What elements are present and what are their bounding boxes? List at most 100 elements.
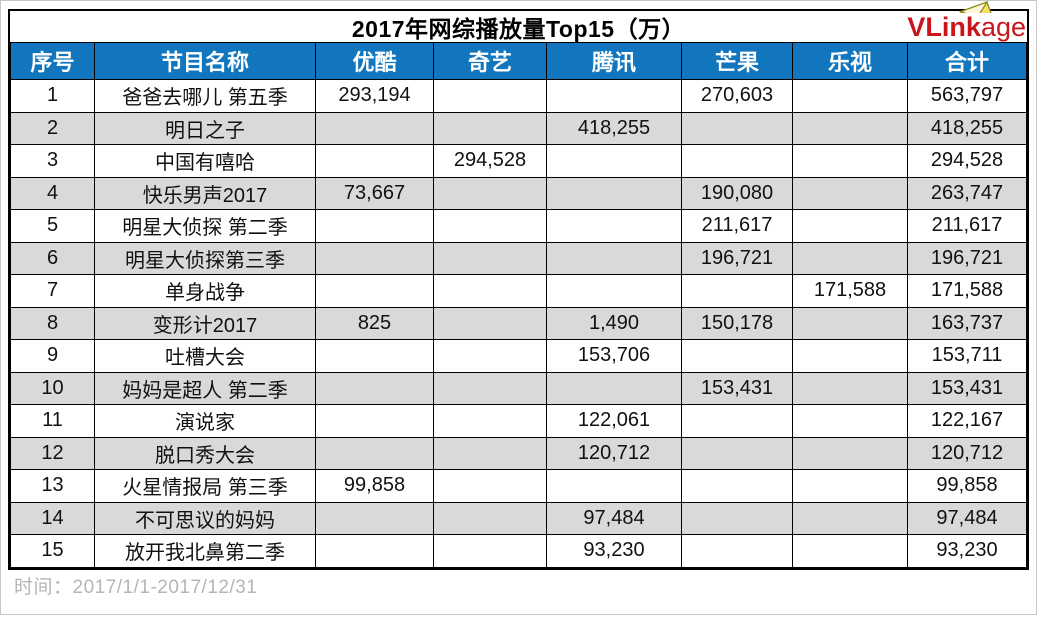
cell-youku: [315, 404, 434, 438]
cell-letv: [792, 111, 908, 145]
cell-youku: [315, 339, 434, 373]
cell-youku: [315, 241, 434, 275]
cell-total: 263,747: [907, 176, 1027, 210]
cell-tencent: [546, 371, 682, 405]
cell-tencent: 153,706: [546, 339, 682, 373]
cell-iqiyi: [433, 306, 547, 340]
cell-total: 153,711: [907, 339, 1027, 373]
cell-mango: [681, 404, 793, 438]
table-row: 9 吐槽大会 153,706 153,711: [10, 339, 1027, 373]
cell-letv: [792, 404, 908, 438]
cell-total: 418,255: [907, 111, 1027, 145]
cell-iqiyi: [433, 404, 547, 438]
table-row: 13 火星情报局 第三季 99,858 99,858: [10, 469, 1027, 503]
logo-wordmark: VLinkage: [905, 13, 1026, 41]
cell-letv: [792, 501, 908, 535]
cell-tencent: 122,061: [546, 404, 682, 438]
cell-tencent: [546, 79, 682, 113]
cell-rank: 1: [10, 79, 95, 113]
cell-show-name: 变形计2017: [94, 306, 316, 340]
table-row: 10 妈妈是超人 第二季 153,431 153,431: [10, 371, 1027, 405]
cell-letv: [792, 241, 908, 275]
col-header-tencent: 腾讯: [546, 42, 682, 80]
cell-youku: [315, 501, 434, 535]
cell-show-name: 明星大侦探第三季: [94, 241, 316, 275]
cell-show-name: 明星大侦探 第二季: [94, 209, 316, 243]
table-row: 15 放开我北鼻第二季 93,230 93,230: [10, 534, 1027, 568]
col-header-letv: 乐视: [792, 42, 908, 80]
cell-youku: [315, 371, 434, 405]
cell-mango: [681, 469, 793, 503]
cell-letv: [792, 209, 908, 243]
table-row: 6 明星大侦探第三季 196,721 196,721: [10, 241, 1027, 275]
cell-mango: [681, 501, 793, 535]
cell-tencent: [546, 144, 682, 178]
cell-mango: [681, 436, 793, 470]
cell-tencent: 120,712: [546, 436, 682, 470]
cell-rank: 4: [10, 176, 95, 210]
cell-letv: [792, 144, 908, 178]
title-row: 2017年网综播放量Top15（万）: [10, 11, 1027, 42]
cell-show-name: 演说家: [94, 404, 316, 438]
cell-youku: 825: [315, 306, 434, 340]
cell-iqiyi: [433, 534, 547, 568]
cell-letv: [792, 469, 908, 503]
cell-rank: 9: [10, 339, 95, 373]
cell-rank: 12: [10, 436, 95, 470]
cell-youku: [315, 436, 434, 470]
table-row: 3 中国有嘻哈 294,528 294,528: [10, 144, 1027, 178]
cell-letv: [792, 534, 908, 568]
cell-mango: 190,080: [681, 176, 793, 210]
cell-mango: 211,617: [681, 209, 793, 243]
cell-letv: 171,588: [792, 274, 908, 308]
cell-show-name: 明日之子: [94, 111, 316, 145]
table-row: 7 单身战争 171,588 171,588: [10, 274, 1027, 308]
cell-show-name: 吐槽大会: [94, 339, 316, 373]
table-row: 11 演说家 122,061 122,167: [10, 404, 1027, 438]
cell-letv: [792, 371, 908, 405]
cell-rank: 11: [10, 404, 95, 438]
table-row: 5 明星大侦探 第二季 211,617 211,617: [10, 209, 1027, 243]
cell-total: 211,617: [907, 209, 1027, 243]
cell-tencent: 418,255: [546, 111, 682, 145]
cell-youku: 99,858: [315, 469, 434, 503]
cell-iqiyi: [433, 501, 547, 535]
cell-letv: [792, 79, 908, 113]
col-header-show-name: 节目名称: [94, 42, 316, 80]
cell-mango: [681, 339, 793, 373]
logo-text-light: age: [980, 12, 1026, 42]
cell-letv: [792, 176, 908, 210]
page-title: 2017年网综播放量Top15（万）: [351, 15, 686, 42]
cell-tencent: [546, 469, 682, 503]
cell-youku: [315, 274, 434, 308]
col-header-total: 合计: [907, 42, 1027, 80]
cell-iqiyi: [433, 371, 547, 405]
cell-total: 171,588: [907, 274, 1027, 308]
cell-tencent: [546, 241, 682, 275]
cell-rank: 10: [10, 371, 95, 405]
table-row: 14 不可思议的妈妈 97,484 97,484: [10, 501, 1027, 535]
cell-mango: 153,431: [681, 371, 793, 405]
cell-tencent: 93,230: [546, 534, 682, 568]
cell-total: 93,230: [907, 534, 1027, 568]
header-row: 序号 节目名称 优酷 奇艺 腾讯 芒果 乐视 合计: [10, 42, 1027, 80]
cell-youku: 73,667: [315, 176, 434, 210]
logo-text-bold: VLink: [907, 12, 981, 42]
cell-tencent: 1,490: [546, 306, 682, 340]
table-row: 2 明日之子 418,255 418,255: [10, 111, 1027, 145]
cell-iqiyi: [433, 274, 547, 308]
cell-iqiyi: [433, 436, 547, 470]
col-header-iqiyi: 奇艺: [433, 42, 547, 80]
cell-total: 97,484: [907, 501, 1027, 535]
cell-total: 163,737: [907, 306, 1027, 340]
cell-total: 563,797: [907, 79, 1027, 113]
cell-show-name: 火星情报局 第三季: [94, 469, 316, 503]
col-header-youku: 优酷: [315, 42, 434, 80]
cell-total: 122,167: [907, 404, 1027, 438]
cell-rank: 6: [10, 241, 95, 275]
footer-row: 时间：2017/1/1-2017/12/31: [8, 570, 1029, 601]
cell-show-name: 单身战争: [94, 274, 316, 308]
cell-iqiyi: [433, 79, 547, 113]
cell-tencent: 97,484: [546, 501, 682, 535]
